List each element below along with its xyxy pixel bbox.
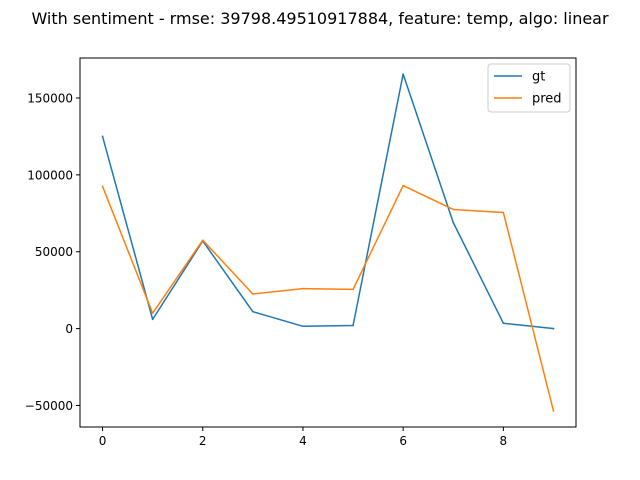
series-layer — [101, 73, 555, 412]
data-point-pred-2 — [201, 239, 204, 241]
data-point-gt-4 — [302, 325, 304, 328]
x-tick-label-2: 4 — [299, 434, 307, 448]
y-tick-label-3: 100000 — [27, 168, 73, 182]
x-axis: 0 2 4 6 8 — [99, 427, 507, 448]
legend-label-pred: pred — [532, 92, 562, 107]
y-tick-label-0: −50000 — [25, 399, 73, 413]
data-point-gt-1 — [151, 318, 154, 321]
y-axis: −50000 0 50000 100000 150000 — [25, 91, 80, 413]
x-tick-label-1: 2 — [199, 434, 207, 448]
data-point-pred-6 — [402, 184, 404, 187]
data-point-pred-5 — [352, 288, 354, 291]
y-tick-label-2: 50000 — [35, 245, 73, 259]
data-point-pred-4 — [302, 287, 304, 290]
data-point-gt-8 — [502, 322, 505, 325]
data-point-pred-0 — [101, 185, 104, 188]
data-point-pred-8 — [502, 211, 505, 214]
x-tick-label-4: 8 — [500, 434, 508, 448]
legend: gt pred — [487, 63, 571, 113]
data-point-pred-9 — [552, 410, 555, 412]
data-point-gt-7 — [452, 221, 455, 224]
data-point-gt-3 — [252, 310, 254, 313]
chart-title: With sentiment - rmse: 39798.49510917884… — [31, 9, 609, 28]
y-tick-label-1: 0 — [65, 322, 73, 336]
y-tick-label-4: 150000 — [27, 91, 73, 105]
x-tick-label-3: 6 — [399, 434, 407, 448]
data-point-gt-6 — [402, 73, 404, 75]
data-point-gt-5 — [352, 324, 354, 327]
data-point-pred-7 — [452, 208, 455, 211]
data-point-gt-9 — [552, 327, 555, 330]
series-line-pred — [101, 184, 555, 412]
plot-frame — [79, 57, 577, 428]
series-line-gt — [101, 73, 555, 330]
data-point-pred-1 — [151, 312, 154, 315]
data-point-pred-3 — [252, 293, 254, 295]
x-tick-label-0: 0 — [99, 434, 107, 448]
data-point-gt-0 — [101, 135, 104, 138]
legend-label-gt: gt — [532, 70, 545, 85]
